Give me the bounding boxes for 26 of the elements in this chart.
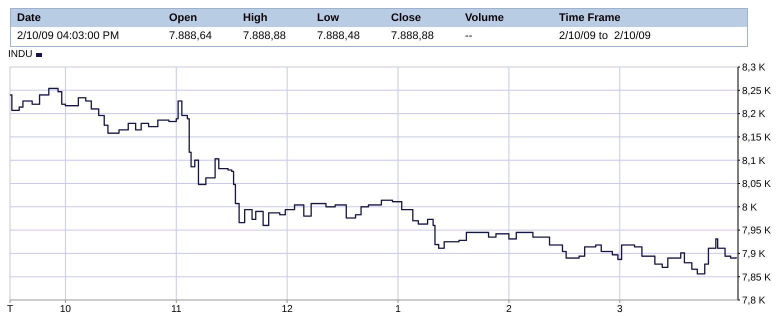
y-tick-label: 8,25 K [742, 86, 772, 97]
x-tick-label: 2 [506, 304, 512, 316]
y-tick-label: 8,2 K [742, 109, 766, 120]
text: 2/10/09 04:03:00 PM [16, 29, 120, 44]
x-tick-label: 11 [171, 304, 182, 316]
y-tick-label: 8,1 K [742, 156, 766, 167]
x-tick-label: T [6, 304, 14, 316]
text: 7.888,48 [316, 29, 361, 44]
text: 7.888,88 [390, 29, 435, 44]
y-tick-label: 8 K [742, 202, 758, 214]
x-tick-label: 1 [395, 304, 402, 316]
y-tick-label: 7,9 K [742, 248, 766, 260]
text: -- [464, 29, 474, 44]
x-tick-label: 3 [616, 304, 623, 316]
x-tick-label: 10 [60, 304, 72, 316]
legend-label: INDU [8, 49, 32, 60]
x-tick-label: 12 [282, 304, 294, 316]
text: 7.888,64 [168, 29, 213, 44]
text: 2/10/09 to 2/10/09 [558, 29, 652, 44]
y-tick-label: 8,05 K [742, 179, 772, 190]
text: 7.888,88 [242, 29, 287, 44]
y-tick-label: 8,3 K [742, 62, 766, 74]
y-tick-label: 7,8 K [742, 296, 766, 307]
y-tick-label: 7,95 K [742, 226, 772, 237]
y-tick-label: 8,15 K [742, 132, 772, 144]
y-tick-label: 7,85 K [742, 272, 772, 284]
